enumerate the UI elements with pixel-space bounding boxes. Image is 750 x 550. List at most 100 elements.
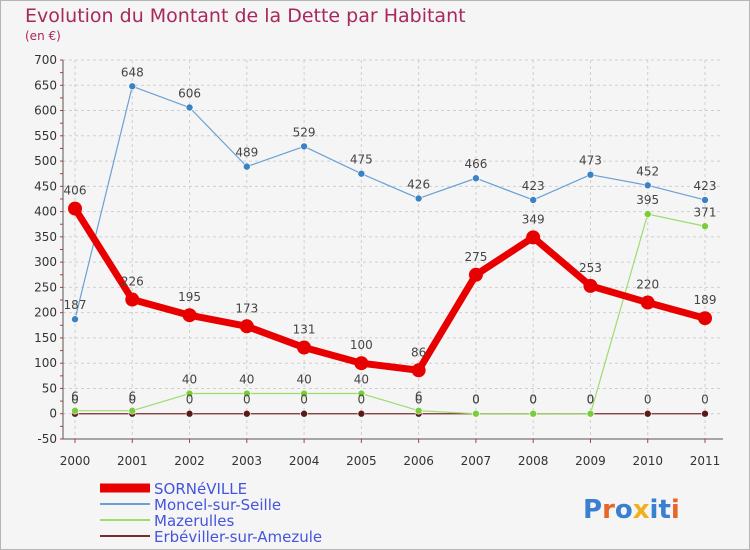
data-point xyxy=(128,82,137,91)
data-label: 489 xyxy=(235,146,258,160)
proxiti-logo: Proxiti xyxy=(583,495,680,525)
logo-letter: r xyxy=(602,495,615,525)
data-labels: 0 0 0 0 0 0 0 0 0 0 0 06 640 40 40 406 0 0 039537118764860… xyxy=(64,65,717,406)
data-point xyxy=(243,389,251,398)
data-label: 349 xyxy=(522,212,545,226)
y-tick-label: 150 xyxy=(34,331,57,345)
y-tick-label: 50 xyxy=(42,381,57,395)
data-point xyxy=(300,389,308,398)
data-label: 131 xyxy=(293,323,316,337)
data-point xyxy=(643,210,652,218)
data-label: 86 xyxy=(411,345,426,359)
chart-title: Evolution du Montant de la Dette par Hab… xyxy=(25,5,466,27)
data-point xyxy=(300,142,308,151)
y-tick-label: 350 xyxy=(34,230,57,244)
data-point xyxy=(414,194,423,203)
data-point xyxy=(529,409,537,418)
x-tick-label: 2006 xyxy=(403,454,434,468)
x-tick-label: 2003 xyxy=(232,454,263,468)
series-line xyxy=(71,205,709,374)
y-tick-label: 550 xyxy=(34,129,57,143)
x-tick-label: 2008 xyxy=(518,454,549,468)
x-tick-label: 2011 xyxy=(690,454,721,468)
data-point xyxy=(701,196,709,204)
data-point xyxy=(357,169,366,178)
data-point xyxy=(701,409,709,418)
y-tick-label: 0 xyxy=(49,407,57,421)
data-point xyxy=(354,356,369,371)
logo-letter: P xyxy=(583,495,602,525)
data-point xyxy=(357,409,366,418)
x-tick-labels: 2000 2001 2002 2003 2004 2005 2006 2007 2008 2009… xyxy=(60,454,721,468)
data-point xyxy=(640,295,655,310)
data-point xyxy=(185,389,194,398)
series xyxy=(68,82,712,418)
logo-letter: i xyxy=(650,495,659,525)
data-point xyxy=(472,174,480,183)
data-label: 0 xyxy=(644,393,652,407)
data-label: 648 xyxy=(121,65,144,79)
y-tick-label: 250 xyxy=(34,280,57,294)
data-point xyxy=(583,278,598,293)
data-label: 226 xyxy=(121,275,144,289)
data-label: 275 xyxy=(464,250,487,264)
data-label: 6 xyxy=(415,390,423,404)
data-label: 466 xyxy=(464,157,487,171)
data-point xyxy=(243,409,251,418)
x-tick-label: 2007 xyxy=(461,454,492,468)
data-label: 40 xyxy=(296,373,311,387)
legend: SORNéVILLEMoncel-sur-SeilleMazerullesErb… xyxy=(100,480,322,546)
axes xyxy=(60,59,723,443)
data-point xyxy=(411,363,426,378)
data-label: 423 xyxy=(522,179,545,193)
x-tick-label: 2005 xyxy=(346,454,377,468)
data-point xyxy=(529,196,537,204)
data-label: 0 xyxy=(186,393,194,407)
y-tick-labels: -50 0 50 100 150 200 250 300 350 400 450 500 550 600 6… xyxy=(34,53,57,446)
x-tick-label: 2001 xyxy=(117,454,148,468)
data-point xyxy=(128,406,137,415)
data-point xyxy=(468,267,483,282)
data-label: 0 xyxy=(701,393,709,407)
y-tick-label: 400 xyxy=(34,205,57,219)
y-tick-label: 450 xyxy=(34,179,57,193)
y-tick-label: 100 xyxy=(34,356,57,370)
data-label: 606 xyxy=(178,87,201,101)
data-label: 0 xyxy=(472,393,480,407)
data-point xyxy=(71,315,79,324)
x-tick-label: 2004 xyxy=(289,454,320,468)
legend-label: Mazerulles xyxy=(154,512,234,530)
x-tick-label: 2000 xyxy=(60,454,91,468)
data-label: 0 xyxy=(415,393,423,407)
legend-label: Moncel-sur-Seille xyxy=(154,496,281,514)
y-tick-label: 600 xyxy=(34,104,57,118)
data-point xyxy=(357,389,366,398)
data-label: 426 xyxy=(407,177,430,191)
y-tick-label: 500 xyxy=(34,154,57,168)
data-point xyxy=(526,230,541,245)
data-point xyxy=(643,409,652,418)
data-point xyxy=(239,319,254,334)
series-line xyxy=(74,85,706,320)
data-label: 173 xyxy=(235,301,258,315)
data-point xyxy=(472,409,480,418)
logo-letter: t xyxy=(658,495,670,525)
data-label: 187 xyxy=(64,298,87,312)
data-label: 40 xyxy=(182,373,197,387)
data-label: 0 xyxy=(243,393,251,407)
data-label: 195 xyxy=(178,290,201,304)
data-label: 0 xyxy=(300,393,308,407)
x-tick-label: 2002 xyxy=(174,454,205,468)
plot-area xyxy=(63,60,723,439)
grid-lines xyxy=(63,59,723,440)
data-point xyxy=(71,406,79,415)
logo-letter: o xyxy=(615,495,633,525)
data-label: 100 xyxy=(350,338,373,352)
data-label: 0 xyxy=(71,393,79,407)
y-tick-label: 200 xyxy=(34,306,57,320)
data-label: 40 xyxy=(354,373,369,387)
data-point xyxy=(414,406,423,415)
data-point xyxy=(185,409,194,418)
data-point xyxy=(182,308,197,323)
data-label: 395 xyxy=(636,193,659,207)
